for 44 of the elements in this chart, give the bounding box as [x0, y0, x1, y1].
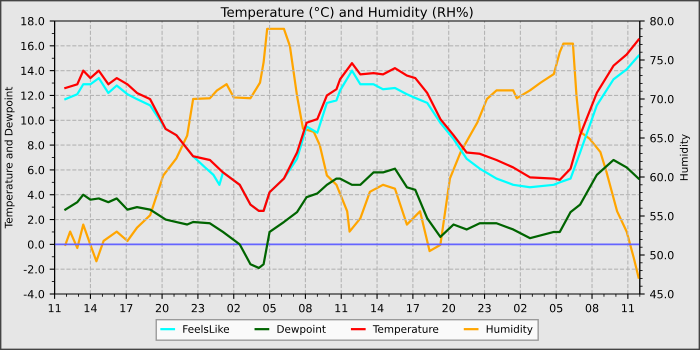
y-tick-label: 10.0	[21, 116, 44, 125]
y2-tick-label: 75.0	[650, 56, 674, 64]
y-tick-label: 16.0	[21, 42, 44, 50]
legend-label: FeelsLike	[183, 324, 230, 333]
x-tick-label: 17	[120, 304, 132, 312]
chart-title: Temperature (°C) and Humidity (RH%)	[220, 6, 473, 20]
x-tick-label: 02	[227, 304, 240, 312]
y-tick-label: 2.0	[28, 216, 44, 224]
y-tick-label: -4.0	[24, 290, 44, 298]
legend-label: Humidity	[486, 324, 533, 335]
x-tick-label: 05	[550, 304, 562, 312]
y2-axis-title: Humidity	[680, 134, 690, 180]
x-tick-label: 20	[442, 304, 456, 312]
x-tick-label: 08	[299, 304, 312, 312]
y2-tick-label: 70.0	[650, 94, 674, 104]
legend-label: Dewpoint	[278, 324, 326, 335]
y-tick-label: -2.0	[24, 265, 44, 274]
y2-tick-label: 55.0	[650, 212, 674, 220]
x-tick-label: 14	[371, 304, 384, 312]
y-tick-label: 14.0	[21, 66, 44, 76]
y-axis-title: Temperature and Dewpoint	[4, 86, 15, 228]
y-tick-label: 6.0	[28, 166, 44, 174]
y-tick-label: 18.0	[21, 16, 44, 26]
x-tick-label: 05	[263, 304, 276, 312]
y-tick-label: 8.0	[28, 141, 44, 150]
x-tick-label: 11	[335, 304, 348, 312]
x-tick-label: 02	[514, 304, 526, 312]
x-tick-label: 20	[156, 304, 168, 312]
y-tick-label: 0.0	[28, 240, 44, 249]
legend-label: Temperature	[372, 325, 438, 335]
x-tick-label: 11	[48, 304, 61, 312]
y2-tick-label: 50.0	[650, 250, 674, 260]
x-tick-label: 17	[407, 304, 420, 312]
x-tick-label: 11	[622, 304, 634, 312]
y2-tick-label: 80.0	[650, 16, 674, 26]
y-tick-label: 12.0	[21, 91, 44, 100]
y-tick-label: 4.0	[28, 190, 44, 200]
x-tick-label: 23	[192, 304, 204, 312]
x-tick-label: 08	[586, 304, 598, 312]
x-tick-label: 14	[84, 304, 97, 312]
y2-tick-label: 65.0	[650, 134, 674, 142]
y2-tick-label: 60.0	[650, 172, 674, 182]
x-tick-label: 23	[478, 304, 491, 312]
y2-tick-label: 45.0	[650, 290, 674, 298]
